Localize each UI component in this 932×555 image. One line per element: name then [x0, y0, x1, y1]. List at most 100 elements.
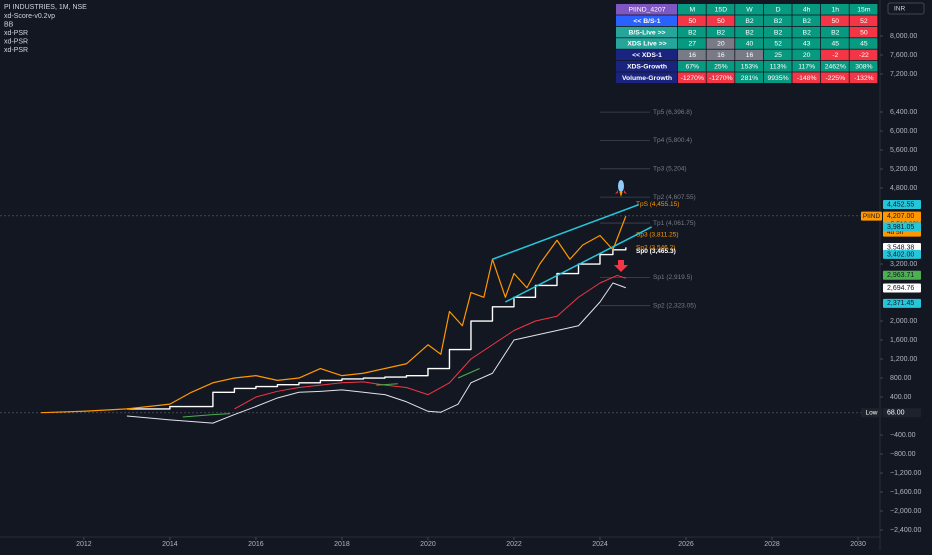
table-cell	[763, 26, 792, 38]
table-text: 16	[717, 52, 725, 59]
table-text: 281%	[741, 75, 758, 82]
table-text: Volume-Growth	[622, 75, 672, 82]
y-tick-label: −2,000.00	[890, 508, 921, 515]
price-badge	[883, 200, 921, 210]
table-cell	[792, 72, 821, 83]
table-text: -22	[859, 52, 869, 59]
price-label: 2,963.71	[887, 272, 914, 279]
table-cell	[821, 61, 849, 72]
table-text: 50	[717, 18, 725, 25]
x-tick-label: 2014	[162, 541, 178, 548]
table-cell	[706, 4, 735, 15]
y-tick-label: 2,000.00	[890, 318, 917, 325]
table-text: 27	[689, 41, 697, 48]
indicator-label: BB	[4, 21, 14, 28]
price-badge	[883, 242, 921, 252]
y-tick-label: 5,200.00	[890, 166, 917, 173]
series-line	[126, 247, 627, 410]
table-cell	[792, 15, 821, 26]
table-text: 16	[746, 52, 754, 59]
table-cell	[616, 61, 678, 72]
series-line	[505, 226, 652, 303]
y-tick-label: −1,600.00	[890, 489, 921, 496]
table-text: 153%	[741, 63, 758, 70]
price-label: 2,371.45	[887, 300, 914, 307]
table-cell	[821, 49, 849, 61]
table-cell	[616, 4, 678, 15]
target-label: Sp2 (2,323.05)	[653, 302, 696, 309]
table-text: 1h	[832, 6, 840, 13]
table-text: PIIND_4207	[628, 6, 665, 13]
table-text: B/S-Live >>	[628, 29, 665, 36]
price-tag-bg	[861, 211, 882, 221]
table-text: 20	[803, 52, 811, 59]
table-cell	[821, 26, 849, 38]
table-text: 15m	[857, 6, 871, 13]
y-tick-label: 8,000.00	[890, 33, 917, 40]
table-cell	[763, 72, 792, 83]
table-cell	[735, 38, 763, 49]
table-text: 15D	[715, 6, 728, 13]
table-cell	[792, 26, 821, 38]
table-cell	[849, 26, 878, 38]
table-cell	[849, 4, 878, 15]
price-badge	[883, 408, 921, 418]
table-text: 52	[860, 18, 868, 25]
y-tick-label: 6,400.00	[890, 109, 917, 116]
price-badge	[883, 249, 921, 259]
table-text: -2	[832, 52, 838, 59]
x-tick-label: 2012	[76, 541, 92, 548]
table-cell	[821, 15, 849, 26]
price-badge	[883, 270, 921, 280]
price-label: 3,548.38	[887, 244, 914, 251]
table-text: 20	[717, 41, 725, 48]
price-label: 2,694.76	[887, 285, 914, 292]
table-cell	[792, 49, 821, 61]
currency: INR	[894, 6, 906, 13]
table-cell	[763, 38, 792, 49]
y-tick-label: 800.00	[890, 375, 912, 382]
table-cell	[616, 49, 678, 61]
table-text: 45	[832, 41, 840, 48]
y-tick-label: 1,200.00	[890, 356, 917, 363]
table-text: << XDS-1	[632, 52, 662, 59]
series-line	[40, 215, 627, 414]
table-cell	[849, 72, 878, 83]
x-tick-label: 2018	[334, 541, 350, 548]
table-cell	[763, 15, 792, 26]
table-cell	[706, 15, 735, 26]
price-label: 4,207.00	[887, 213, 914, 220]
table-text: 9935%	[768, 75, 789, 82]
table-text: B2	[745, 18, 754, 25]
table-cell	[735, 26, 763, 38]
table-cell	[678, 26, 706, 38]
indicator-label: xd-PSR	[4, 47, 28, 54]
indicator-label: xd-PSR	[4, 38, 28, 45]
table-text: B2	[803, 18, 812, 25]
price-label: 68.00	[887, 410, 905, 417]
series-line	[234, 274, 626, 410]
table-cell	[849, 49, 878, 61]
table-cell	[706, 38, 735, 49]
price-extra: 4d 5h	[887, 229, 904, 236]
y-tick-label: 3,200.00	[890, 261, 917, 268]
table-cell	[706, 49, 735, 61]
table-cell	[678, 38, 706, 49]
table-text: B2	[745, 29, 754, 36]
down-arrow	[614, 260, 628, 272]
target-label: Tp2 (4,607.55)	[653, 194, 696, 201]
y-tick-label: 1,600.00	[890, 337, 917, 344]
table-cell	[678, 61, 706, 72]
table-text: W	[746, 6, 753, 13]
table-cell	[821, 72, 849, 83]
target-label: Sp1 (2,919.5)	[653, 274, 692, 281]
table-text: 43	[803, 41, 811, 48]
table-cell	[849, 15, 878, 26]
table-cell	[763, 61, 792, 72]
table-cell	[735, 15, 763, 26]
table-cell	[849, 38, 878, 49]
x-tick-label: 2026	[678, 541, 694, 548]
y-tick-label: 6,000.00	[890, 128, 917, 135]
